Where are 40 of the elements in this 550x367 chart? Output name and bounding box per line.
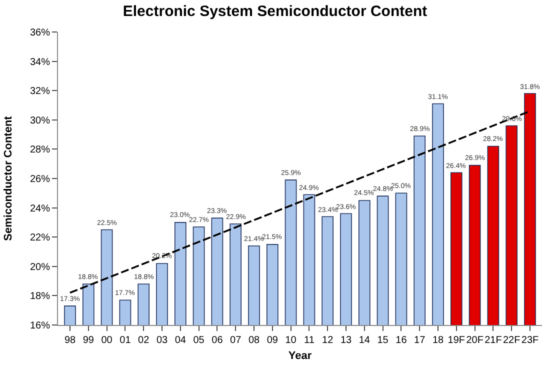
x-tick-label: 00 [101, 335, 113, 346]
x-tick-label: 01 [120, 335, 132, 346]
x-tick-label: 14 [358, 335, 370, 346]
x-tick-label: 20F [466, 335, 484, 346]
x-tick-label: 12 [322, 335, 334, 346]
x-tick-label: 02 [138, 335, 150, 346]
y-tick-label: 22% [30, 232, 50, 244]
x-tick-label: 06 [212, 335, 224, 346]
y-tick-label: 24% [30, 203, 50, 214]
x-tick-label: 16 [396, 335, 408, 346]
x-tick-label: 04 [174, 335, 186, 346]
x-tick-label: 98 [64, 335, 76, 346]
y-tick-label: 34% [30, 56, 50, 68]
y-tick-label: 18% [30, 291, 50, 302]
y-tick-label: 20% [30, 262, 50, 273]
x-tick-label: 23F [521, 335, 539, 346]
x-tick-label: 15 [377, 335, 389, 346]
x-tick-label: 19F [448, 335, 466, 346]
x-tick-label: 17 [414, 335, 426, 346]
y-axis-title: Semiconductor Content [2, 116, 15, 241]
x-tick-label: 21F [484, 335, 502, 346]
x-tick-label: 05 [193, 335, 205, 346]
chart-title: Electronic System Semiconductor Content [122, 3, 428, 20]
x-tick-label: 08 [248, 335, 260, 346]
y-tick-label: 36% [30, 28, 50, 38]
x-tick-label: 22F [502, 335, 520, 346]
y-tick-label: 30% [30, 115, 50, 126]
x-tick-label: 13 [340, 335, 352, 346]
y-tick-label: 26% [30, 174, 50, 185]
y-tick-label: 28% [30, 144, 50, 156]
x-axis-title: Year [288, 350, 312, 362]
y-tick-label: 16% [30, 320, 50, 332]
x-tick-label: 99 [82, 335, 94, 346]
x-tick-label: 09 [266, 335, 278, 346]
x-tick-label: 18 [432, 335, 444, 346]
x-tick-label: 10 [285, 335, 297, 346]
x-tick-label: 03 [156, 335, 168, 346]
x-tick-label: 07 [230, 335, 242, 346]
x-tick-label: 11 [304, 335, 315, 346]
y-tick-label: 32% [30, 86, 50, 98]
